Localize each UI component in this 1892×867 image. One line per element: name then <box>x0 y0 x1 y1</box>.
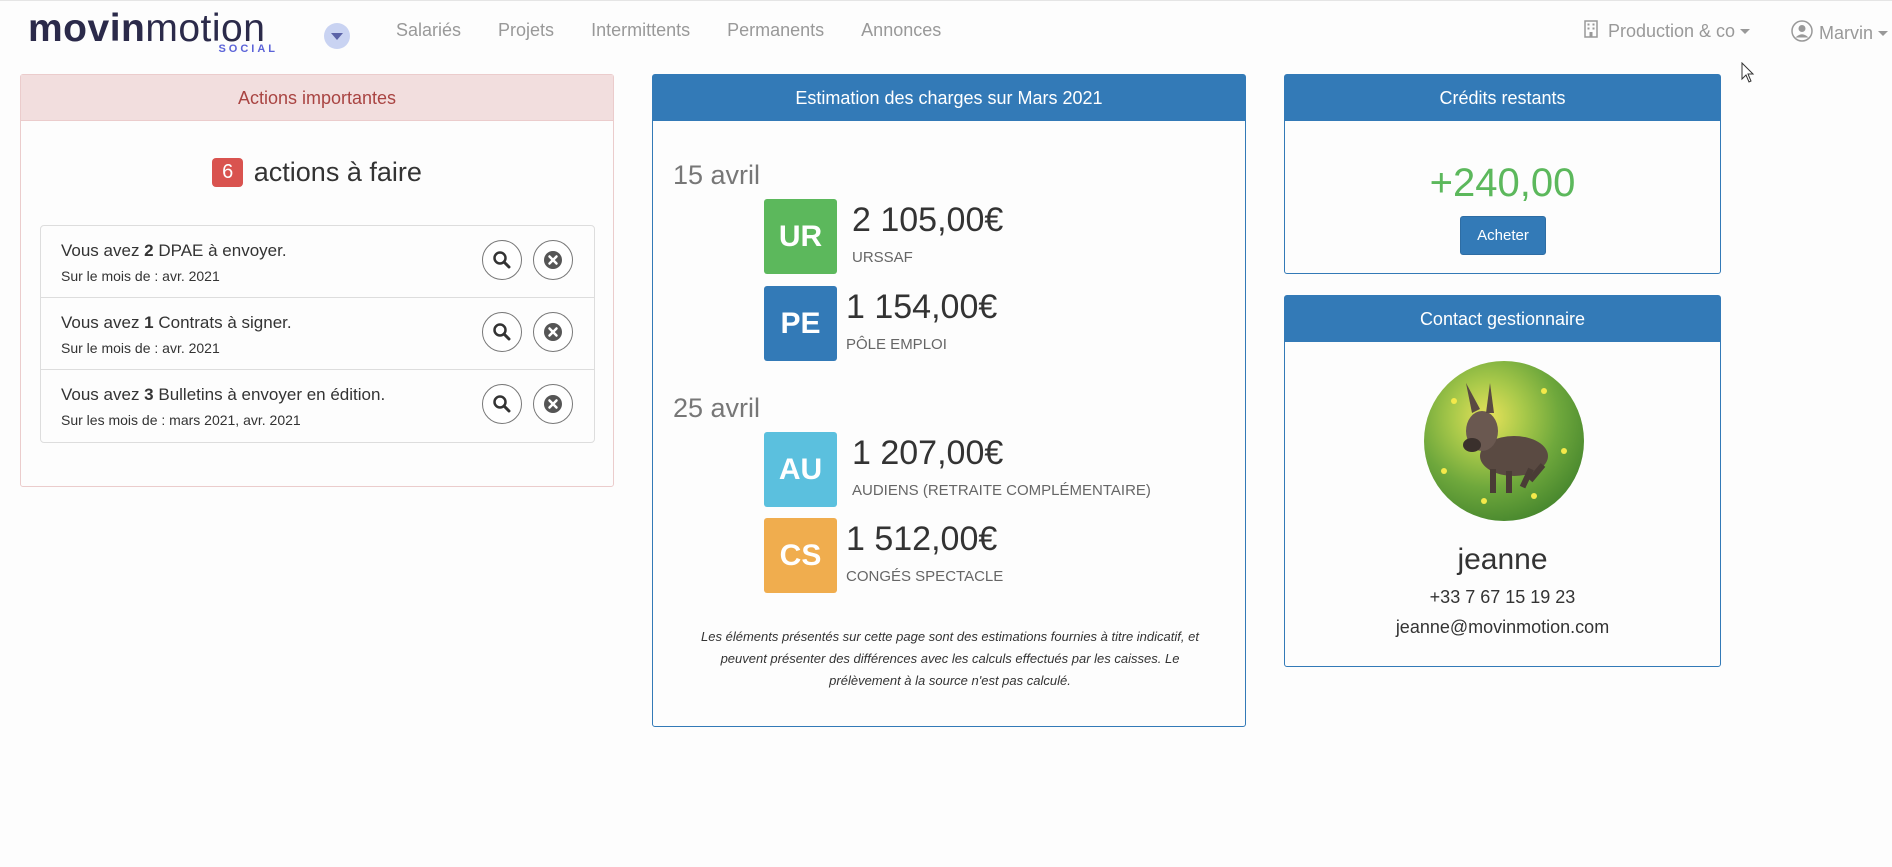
contact-panel-title: Contact gestionnaire <box>1285 296 1720 342</box>
close-icon <box>544 323 562 341</box>
charge-label: PÔLE EMPLOI <box>846 336 947 353</box>
action-prefix: Vous avez <box>61 313 145 332</box>
action-item-contrats: Vous avez 1 Contrats à signer. Sur le mo… <box>41 298 594 370</box>
brand-logo[interactable]: movinmotion SOCIAL <box>28 9 290 56</box>
search-icon <box>493 251 511 269</box>
credits-panel-title: Crédits restants <box>1285 75 1720 121</box>
brand-sub: SOCIAL <box>218 43 278 55</box>
user-dropdown[interactable]: Marvin <box>1791 20 1889 47</box>
view-button[interactable] <box>482 240 522 280</box>
user-name: Marvin <box>1819 23 1874 43</box>
view-button[interactable] <box>482 384 522 424</box>
charge-amount: 1 512,00€ <box>846 520 998 558</box>
action-title: Vous avez 2 DPAE à envoyer. <box>61 241 287 261</box>
buy-credits-button[interactable]: Acheter <box>1460 216 1546 255</box>
nav-link-intermittents[interactable]: Intermittents <box>591 20 691 40</box>
date-heading: 25 avril <box>673 393 761 423</box>
charge-label: URSSAF <box>852 249 913 266</box>
action-sub: Sur le mois de : avr. 2021 <box>61 268 220 284</box>
charge-label: AUDIENS (RETRAITE COMPLÉMENTAIRE) <box>852 482 1151 499</box>
contact-phone[interactable]: +33 7 67 15 19 23 <box>1429 587 1576 607</box>
action-title: Vous avez 1 Contrats à signer. <box>61 313 292 333</box>
view-button[interactable] <box>482 312 522 352</box>
building-icon <box>1584 20 1598 43</box>
charge-amount: 1 207,00€ <box>852 434 1004 472</box>
charge-amount: 1 154,00€ <box>846 288 998 326</box>
dismiss-button[interactable] <box>533 384 573 424</box>
brand-name-light: motion <box>145 7 266 50</box>
main-nav: Salariés Projets Intermittents Permanent… <box>396 20 978 41</box>
actions-count: 6 actions à faire <box>21 157 613 188</box>
nav-link-permanents[interactable]: Permanents <box>727 20 825 40</box>
charge-code-badge: CS <box>764 518 837 593</box>
company-name: Production & co <box>1608 21 1736 41</box>
avatar <box>1424 361 1584 521</box>
close-icon <box>544 251 562 269</box>
charge-label: CONGÉS SPECTACLE <box>846 568 1004 585</box>
search-icon <box>493 395 511 413</box>
action-list: Vous avez 2 DPAE à envoyer. Sur le mois … <box>40 225 595 443</box>
dismiss-button[interactable] <box>533 312 573 352</box>
disclaimer-text: Les éléments présentés sur cette page so… <box>701 629 1199 688</box>
donkey-photo-icon <box>1441 383 1567 504</box>
estimation-panel: Estimation des charges sur Mars 2021 15 … <box>652 74 1246 727</box>
action-suffix: DPAE à envoyer. <box>153 241 287 260</box>
chevron-down-icon <box>1740 29 1751 34</box>
contact-email[interactable]: jeanne@movinmotion.com <box>1395 617 1610 637</box>
action-suffix: Bulletins à envoyer en édition. <box>153 385 386 404</box>
navbar: movinmotion SOCIAL Salariés Projets Inte… <box>0 0 1892 62</box>
search-icon <box>493 323 511 341</box>
credits-panel: Crédits restants +240,00 Acheter <box>1284 74 1721 274</box>
nav-link-salaries[interactable]: Salariés <box>396 20 462 40</box>
chevron-down-icon <box>1878 31 1889 36</box>
company-dropdown[interactable]: Production & co <box>1584 20 1751 43</box>
nav-link-annonces[interactable]: Annonces <box>861 20 942 40</box>
action-item-bulletins: Vous avez 3 Bulletins à envoyer en éditi… <box>41 370 594 442</box>
action-sub: Sur le mois de : avr. 2021 <box>61 340 220 356</box>
brand-wordmark: movinmotion <box>28 9 265 49</box>
contact-panel: Contact gestionnaire jeanne +33 7 67 15 … <box>1284 295 1721 667</box>
action-item-dpae: Vous avez 2 DPAE à envoyer. Sur le mois … <box>41 226 594 298</box>
charge-code-badge: PE <box>764 286 837 361</box>
action-title: Vous avez 3 Bulletins à envoyer en éditi… <box>61 385 385 405</box>
actions-panel-title: Actions importantes <box>21 75 613 121</box>
mouse-cursor-icon <box>1741 61 1755 89</box>
user-circle-icon <box>1791 20 1813 47</box>
charge-code-badge: AU <box>764 432 837 507</box>
action-count: 2 <box>144 241 154 260</box>
charge-amount: 2 105,00€ <box>852 201 1004 239</box>
close-icon <box>544 395 562 413</box>
credit-value: +240,00 <box>1429 161 1576 205</box>
charge-code-badge: UR <box>764 199 837 274</box>
estimation-panel-title: Estimation des charges sur Mars 2021 <box>653 75 1245 121</box>
actions-count-label: actions à faire <box>253 157 422 187</box>
action-count: 3 <box>144 385 154 404</box>
action-sub: Sur les mois de : mars 2021, avr. 2021 <box>61 412 301 428</box>
brand-name-bold: movin <box>28 7 146 50</box>
nav-link-projets[interactable]: Projets <box>498 20 555 40</box>
actions-panel: Actions importantes 6 actions à faire Vo… <box>20 74 614 487</box>
actions-count-badge: 6 <box>212 158 244 187</box>
contact-name: jeanne <box>1457 543 1548 576</box>
action-prefix: Vous avez <box>61 385 145 404</box>
action-count: 1 <box>144 313 154 332</box>
action-suffix: Contrats à signer. <box>153 313 292 332</box>
dismiss-button[interactable] <box>533 240 573 280</box>
date-heading: 15 avril <box>673 160 761 190</box>
menu-toggle-button[interactable] <box>324 23 350 49</box>
action-prefix: Vous avez <box>61 241 145 260</box>
